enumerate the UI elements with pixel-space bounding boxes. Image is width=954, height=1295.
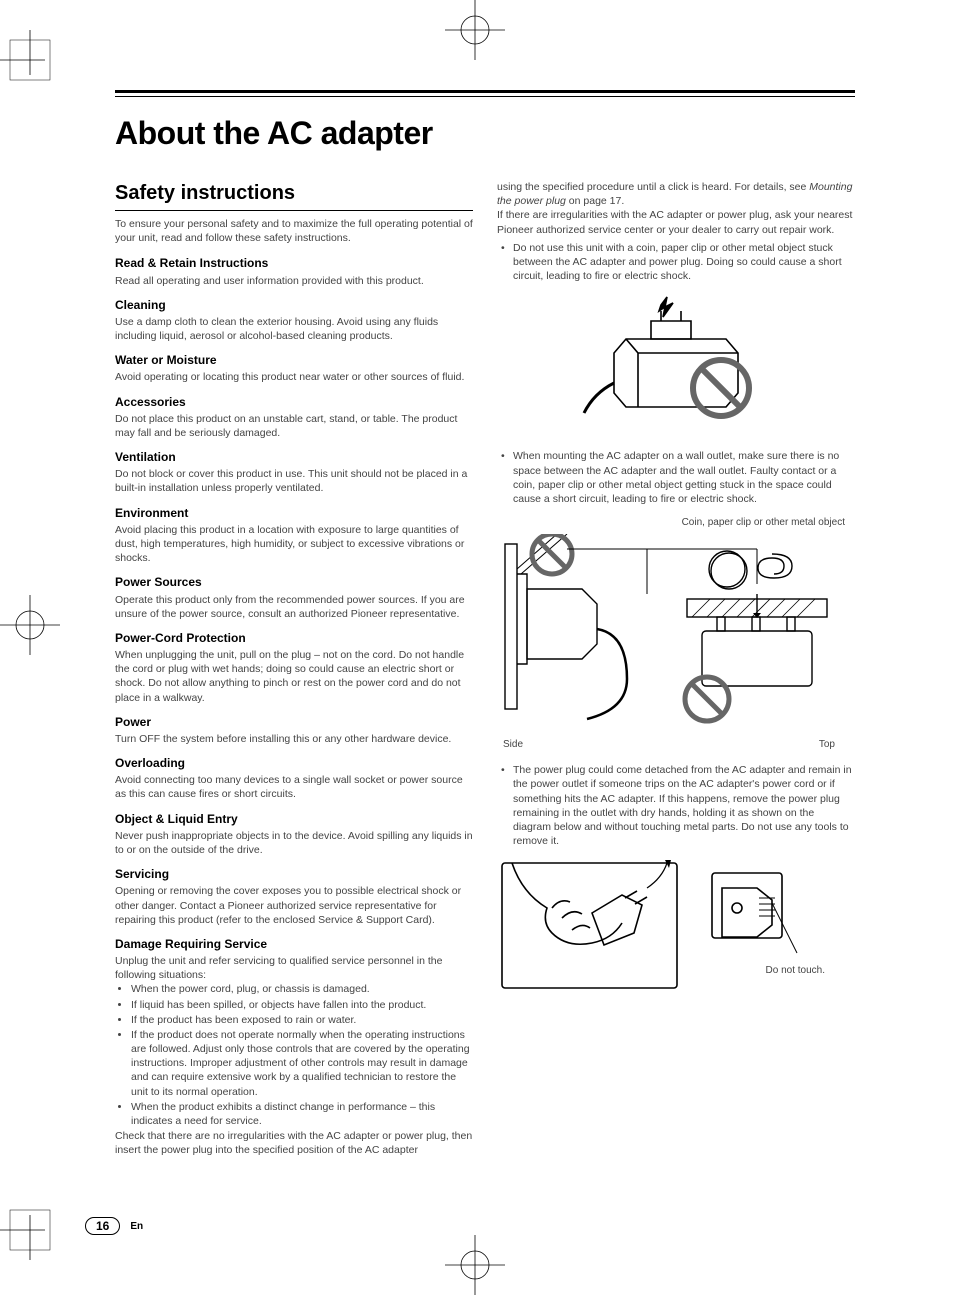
sub-body: Read all operating and user information …	[115, 274, 473, 288]
cont-text2: If there are irregularities with the AC …	[497, 208, 855, 236]
sub-body: Turn OFF the system before installing th…	[115, 732, 473, 746]
damage-list: When the power cord, plug, or chassis is…	[115, 982, 473, 1128]
sub-block: Servicing Opening or removing the cover e…	[115, 866, 473, 927]
fig2-label-top: Top	[819, 738, 835, 752]
sub-heading: Power	[115, 714, 473, 730]
crop-mark-ml	[0, 595, 60, 655]
sub-body: When unplugging the unit, pull on the pl…	[115, 648, 473, 705]
column-right: using the specified procedure until a cl…	[497, 180, 855, 1157]
sub-body: Operate this product only from the recom…	[115, 593, 473, 621]
list-item: If the product has been exposed to rain …	[131, 1013, 473, 1027]
cont-text: using the specified procedure until a cl…	[497, 180, 855, 208]
sub-body: Opening or removing the cover exposes yo…	[115, 884, 473, 927]
sub-body: Avoid placing this product in a location…	[115, 523, 473, 566]
sub-block: Damage Requiring Service Unplug the unit…	[115, 936, 473, 1158]
figure-hand-remove: Do not touch.	[497, 858, 855, 978]
sub-heading: Read & Retain Instructions	[115, 255, 473, 271]
list-item: When mounting the AC adapter on a wall o…	[501, 449, 855, 506]
sub-heading: Servicing	[115, 866, 473, 882]
list-item: The power plug could come detached from …	[501, 763, 855, 848]
damage-trail: Check that there are no irregularities w…	[115, 1129, 473, 1157]
page-number: 16	[85, 1217, 120, 1235]
list-item: If the product does not operate normally…	[131, 1028, 473, 1099]
crop-mark-tc	[445, 0, 505, 60]
page-title: About the AC adapter	[115, 115, 855, 152]
sub-heading: Object & Liquid Entry	[115, 811, 473, 827]
sub-body: Use a damp cloth to clean the exterior h…	[115, 315, 473, 343]
sub-heading: Cleaning	[115, 297, 473, 313]
sub-body: Avoid operating or locating this product…	[115, 370, 473, 384]
list-item: If liquid has been spilled, or objects h…	[131, 998, 473, 1012]
sub-body: Avoid connecting too many devices to a s…	[115, 773, 473, 801]
sub-block: Ventilation Do not block or cover this pr…	[115, 449, 473, 496]
fig2-caption: Coin, paper clip or other metal object	[497, 516, 855, 530]
sub-block: Overloading Avoid connecting too many dev…	[115, 755, 473, 802]
figure-side-top: Coin, paper clip or other metal object	[497, 516, 855, 751]
sub-heading: Overloading	[115, 755, 473, 771]
page-footer: 16 En	[85, 1217, 143, 1235]
sub-block: Power Turn OFF the system before installi…	[115, 714, 473, 746]
sub-heading: Damage Requiring Service	[115, 936, 473, 952]
crop-mark-tl	[0, 30, 60, 90]
sub-block: Water or Moisture Avoid operating or loca…	[115, 352, 473, 384]
sub-heading: Power Sources	[115, 574, 473, 590]
sub-block: Accessories Do not place this product on …	[115, 394, 473, 441]
sub-block: Power-Cord Protection When unplugging the…	[115, 630, 473, 705]
sub-heading: Environment	[115, 505, 473, 521]
sub-heading: Water or Moisture	[115, 352, 473, 368]
fig2-label-side: Side	[503, 738, 523, 752]
damage-lead: Unplug the unit and refer servicing to q…	[115, 954, 473, 982]
sub-body: Do not block or cover this product in us…	[115, 467, 473, 495]
sub-body: Never push inappropriate objects in to t…	[115, 829, 473, 857]
sub-block: Cleaning Use a damp cloth to clean the ex…	[115, 297, 473, 344]
figure-adapter-prohibit	[497, 293, 855, 437]
page-lang: En	[130, 1221, 143, 1232]
sub-heading: Accessories	[115, 394, 473, 410]
crop-mark-bc	[445, 1235, 505, 1295]
sub-block: Power Sources Operate this product only f…	[115, 574, 473, 621]
sub-block: Object & Liquid Entry Never push inapprop…	[115, 811, 473, 858]
sub-body: Do not place this product on an unstable…	[115, 412, 473, 440]
sub-block: Environment Avoid placing this product in…	[115, 505, 473, 566]
sub-heading: Power-Cord Protection	[115, 630, 473, 646]
crop-mark-bl	[0, 1200, 60, 1260]
list-item: Do not use this unit with a coin, paper …	[501, 241, 855, 284]
column-left: Safety instructions To ensure your perso…	[115, 180, 473, 1157]
page-content: About the AC adapter Safety instructions…	[115, 90, 855, 1157]
top-rule	[115, 90, 855, 97]
list-item: When the product exhibits a distinct cha…	[131, 1100, 473, 1128]
sub-block: Read & Retain Instructions Read all opera…	[115, 255, 473, 287]
intro-text: To ensure your personal safety and to ma…	[115, 217, 473, 245]
sub-heading: Ventilation	[115, 449, 473, 465]
list-item: When the power cord, plug, or chassis is…	[131, 982, 473, 996]
section-title: Safety instructions	[115, 180, 473, 211]
